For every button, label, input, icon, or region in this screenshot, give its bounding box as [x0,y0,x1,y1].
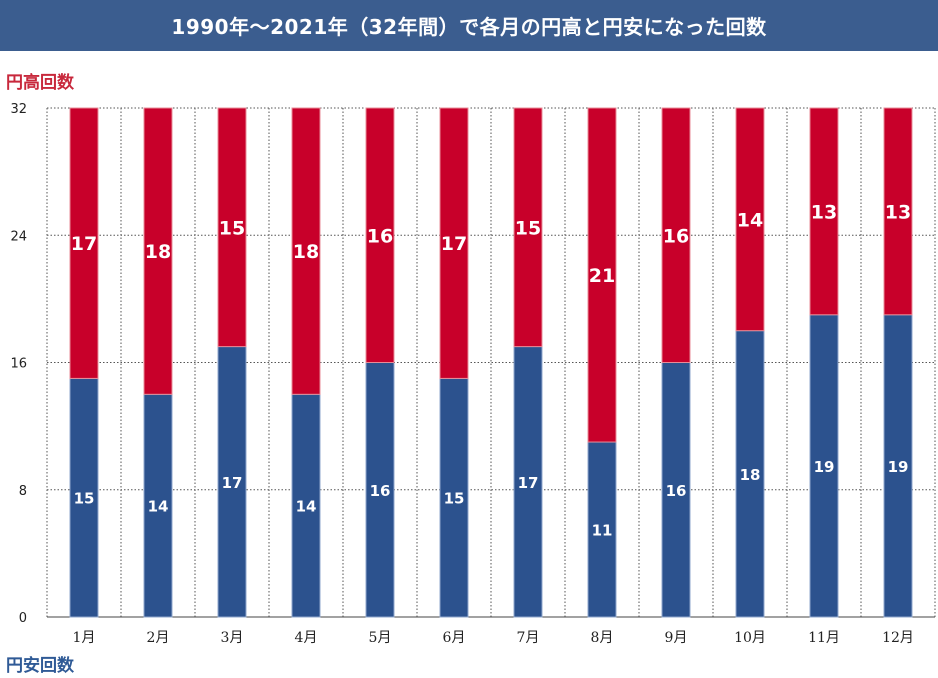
bar-low-1 [69,377,99,618]
x-tick-label: 5月 [369,630,392,646]
x-tick-label: 7月 [517,630,540,646]
bar-high-7 [513,107,543,348]
data-label-high: 18 [293,241,319,263]
data-label-low: 18 [740,466,761,484]
data-label-low: 16 [666,482,687,500]
data-label-low: 14 [148,498,169,516]
bar-low-10 [735,330,765,618]
data-label-low: 11 [592,522,613,540]
data-label-low: 15 [444,490,465,508]
data-label-low: 14 [296,498,317,516]
x-tick-label: 4月 [295,630,318,646]
data-label-low: 19 [814,458,835,476]
bar-high-3 [217,107,247,348]
x-tick-label: 9月 [665,630,688,646]
x-tick-label: 11月 [808,630,840,646]
data-label-high: 14 [737,209,763,231]
y-tick-label: 32 [10,102,27,117]
bar-high-6 [439,107,469,379]
data-label-high: 15 [515,217,541,239]
bar-high-5 [365,107,395,363]
bar-low-6 [439,377,469,618]
bar-high-4 [291,107,321,395]
x-tick-label: 8月 [591,630,614,646]
x-tick-label: 1月 [73,630,96,646]
data-label-high: 21 [589,265,615,287]
x-tick-label: 3月 [221,630,244,646]
data-label-low: 16 [370,482,391,500]
y-tick-label: 24 [10,229,27,244]
y-tick-label: 8 [19,484,27,499]
bar-low-5 [365,362,395,618]
x-tick-label: 6月 [443,630,466,646]
data-label-low: 19 [888,458,909,476]
data-label-low: 15 [74,490,95,508]
data-label-high: 18 [145,241,171,263]
bar-low-3 [217,346,247,618]
data-label-low: 17 [518,474,539,492]
x-tick-label: 2月 [147,630,170,646]
data-label-high: 16 [367,225,393,247]
x-tick-label: 10月 [734,630,766,646]
bar-high-8 [587,107,617,443]
high-count-label: 円高回数 [6,73,74,93]
data-label-high: 15 [219,217,245,239]
bar-high-2 [143,107,173,395]
low-count-label: 円安回数 [6,656,74,676]
y-tick-label: 16 [10,357,27,372]
x-tick-label: 12月 [882,630,914,646]
bar-high-9 [661,107,691,363]
bar-high-11 [809,107,839,316]
bar-high-1 [69,107,99,379]
title-bar: 1990年〜2021年（32年間）で各月の円高と円安になった回数 [0,0,938,51]
data-label-high: 17 [71,233,97,255]
bar-high-10 [735,107,765,332]
chart-title: 1990年〜2021年（32年間）で各月の円高と円安になった回数 [171,15,767,39]
bar-low-2 [143,393,173,618]
data-label-high: 17 [441,233,467,255]
bar-low-11 [809,314,839,618]
data-label-high: 13 [885,201,911,223]
bar-low-4 [291,393,321,618]
data-label-high: 16 [663,225,689,247]
data-label-low: 17 [222,474,243,492]
bar-low-9 [661,362,691,618]
y-tick-label: 0 [19,611,27,626]
bar-high-12 [883,107,913,316]
data-label-high: 13 [811,201,837,223]
bar-low-8 [587,441,617,618]
bar-low-7 [513,346,543,618]
